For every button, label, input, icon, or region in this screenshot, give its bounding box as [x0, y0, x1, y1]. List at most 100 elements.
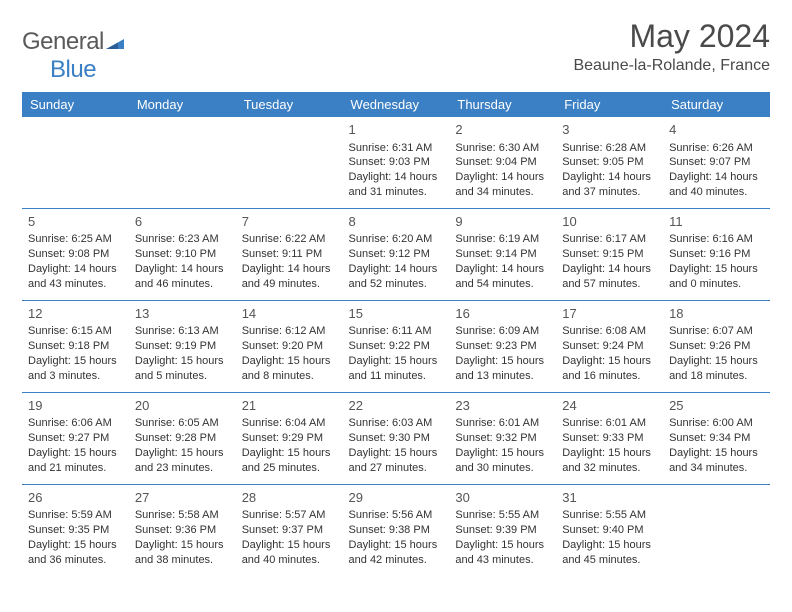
daylight-text: Daylight: 14 hours and 40 minutes.	[669, 170, 764, 200]
calendar-day-cell	[22, 117, 129, 208]
daylight-text: Daylight: 14 hours and 54 minutes.	[455, 262, 550, 292]
calendar-day-cell: 11Sunrise: 6:16 AMSunset: 9:16 PMDayligh…	[663, 208, 770, 300]
sunset-text: Sunset: 9:39 PM	[455, 523, 550, 538]
sunrise-text: Sunrise: 5:58 AM	[135, 508, 230, 523]
daylight-text: Daylight: 15 hours and 13 minutes.	[455, 354, 550, 384]
sunset-text: Sunset: 9:12 PM	[349, 247, 444, 262]
day-number: 9	[455, 213, 550, 231]
calendar-day-cell: 14Sunrise: 6:12 AMSunset: 9:20 PMDayligh…	[236, 300, 343, 392]
day-number: 14	[242, 305, 337, 323]
day-number: 16	[455, 305, 550, 323]
dayname-header: Friday	[556, 92, 663, 117]
calendar-week-row: 26Sunrise: 5:59 AMSunset: 9:35 PMDayligh…	[22, 484, 770, 575]
sunset-text: Sunset: 9:14 PM	[455, 247, 550, 262]
calendar-day-cell	[129, 117, 236, 208]
day-number: 4	[669, 121, 764, 139]
sunset-text: Sunset: 9:16 PM	[669, 247, 764, 262]
calendar-day-cell: 26Sunrise: 5:59 AMSunset: 9:35 PMDayligh…	[22, 484, 129, 575]
calendar-day-cell: 30Sunrise: 5:55 AMSunset: 9:39 PMDayligh…	[449, 484, 556, 575]
daylight-text: Daylight: 15 hours and 21 minutes.	[28, 446, 123, 476]
day-number: 15	[349, 305, 444, 323]
daylight-text: Daylight: 15 hours and 27 minutes.	[349, 446, 444, 476]
calendar-day-cell: 3Sunrise: 6:28 AMSunset: 9:05 PMDaylight…	[556, 117, 663, 208]
daylight-text: Daylight: 14 hours and 52 minutes.	[349, 262, 444, 292]
calendar-day-cell: 5Sunrise: 6:25 AMSunset: 9:08 PMDaylight…	[22, 208, 129, 300]
day-number: 1	[349, 121, 444, 139]
daylight-text: Daylight: 15 hours and 45 minutes.	[562, 538, 657, 568]
day-number: 29	[349, 489, 444, 507]
sunset-text: Sunset: 9:08 PM	[28, 247, 123, 262]
location-label: Beaune-la-Rolande, France	[573, 57, 770, 75]
sunset-text: Sunset: 9:40 PM	[562, 523, 657, 538]
sunrise-text: Sunrise: 6:11 AM	[349, 324, 444, 339]
sunset-text: Sunset: 9:24 PM	[562, 339, 657, 354]
daylight-text: Daylight: 15 hours and 30 minutes.	[455, 446, 550, 476]
daylight-text: Daylight: 15 hours and 42 minutes.	[349, 538, 444, 568]
dayname-header: Wednesday	[343, 92, 450, 117]
day-number: 18	[669, 305, 764, 323]
dayname-header: Saturday	[663, 92, 770, 117]
daylight-text: Daylight: 15 hours and 34 minutes.	[669, 446, 764, 476]
sunset-text: Sunset: 9:26 PM	[669, 339, 764, 354]
calendar-day-cell: 21Sunrise: 6:04 AMSunset: 9:29 PMDayligh…	[236, 392, 343, 484]
calendar-day-cell: 12Sunrise: 6:15 AMSunset: 9:18 PMDayligh…	[22, 300, 129, 392]
day-number: 20	[135, 397, 230, 415]
sunrise-text: Sunrise: 6:04 AM	[242, 416, 337, 431]
sunset-text: Sunset: 9:18 PM	[28, 339, 123, 354]
daylight-text: Daylight: 14 hours and 49 minutes.	[242, 262, 337, 292]
calendar-week-row: 12Sunrise: 6:15 AMSunset: 9:18 PMDayligh…	[22, 300, 770, 392]
sunset-text: Sunset: 9:11 PM	[242, 247, 337, 262]
sunrise-text: Sunrise: 6:01 AM	[455, 416, 550, 431]
day-number: 30	[455, 489, 550, 507]
daylight-text: Daylight: 15 hours and 36 minutes.	[28, 538, 123, 568]
calendar-day-cell: 7Sunrise: 6:22 AMSunset: 9:11 PMDaylight…	[236, 208, 343, 300]
sunset-text: Sunset: 9:30 PM	[349, 431, 444, 446]
calendar-day-cell: 29Sunrise: 5:56 AMSunset: 9:38 PMDayligh…	[343, 484, 450, 575]
calendar-day-cell: 10Sunrise: 6:17 AMSunset: 9:15 PMDayligh…	[556, 208, 663, 300]
calendar-day-cell: 13Sunrise: 6:13 AMSunset: 9:19 PMDayligh…	[129, 300, 236, 392]
dayname-header: Thursday	[449, 92, 556, 117]
sunset-text: Sunset: 9:04 PM	[455, 155, 550, 170]
calendar-day-cell	[663, 484, 770, 575]
sunset-text: Sunset: 9:22 PM	[349, 339, 444, 354]
daylight-text: Daylight: 14 hours and 46 minutes.	[135, 262, 230, 292]
sunrise-text: Sunrise: 6:00 AM	[669, 416, 764, 431]
daylight-text: Daylight: 14 hours and 34 minutes.	[455, 170, 550, 200]
dayname-header: Monday	[129, 92, 236, 117]
calendar-table: Sunday Monday Tuesday Wednesday Thursday…	[22, 92, 770, 576]
calendar-page: GeneralBlue May 2024 Beaune-la-Rolande, …	[0, 0, 792, 594]
sunset-text: Sunset: 9:36 PM	[135, 523, 230, 538]
daylight-text: Daylight: 14 hours and 43 minutes.	[28, 262, 123, 292]
day-number: 12	[28, 305, 123, 323]
daylight-text: Daylight: 14 hours and 31 minutes.	[349, 170, 444, 200]
sunrise-text: Sunrise: 6:12 AM	[242, 324, 337, 339]
calendar-day-cell: 15Sunrise: 6:11 AMSunset: 9:22 PMDayligh…	[343, 300, 450, 392]
calendar-day-cell: 23Sunrise: 6:01 AMSunset: 9:32 PMDayligh…	[449, 392, 556, 484]
calendar-day-cell: 9Sunrise: 6:19 AMSunset: 9:14 PMDaylight…	[449, 208, 556, 300]
daylight-text: Daylight: 15 hours and 18 minutes.	[669, 354, 764, 384]
sunrise-text: Sunrise: 6:09 AM	[455, 324, 550, 339]
sunrise-text: Sunrise: 6:13 AM	[135, 324, 230, 339]
daylight-text: Daylight: 14 hours and 57 minutes.	[562, 262, 657, 292]
sunset-text: Sunset: 9:35 PM	[28, 523, 123, 538]
daylight-text: Daylight: 14 hours and 37 minutes.	[562, 170, 657, 200]
day-number: 3	[562, 121, 657, 139]
title-block: May 2024 Beaune-la-Rolande, France	[573, 18, 770, 75]
sunset-text: Sunset: 9:28 PM	[135, 431, 230, 446]
day-number: 21	[242, 397, 337, 415]
calendar-day-cell: 25Sunrise: 6:00 AMSunset: 9:34 PMDayligh…	[663, 392, 770, 484]
sunset-text: Sunset: 9:32 PM	[455, 431, 550, 446]
sunrise-text: Sunrise: 6:25 AM	[28, 232, 123, 247]
daylight-text: Daylight: 15 hours and 38 minutes.	[135, 538, 230, 568]
calendar-day-cell: 6Sunrise: 6:23 AMSunset: 9:10 PMDaylight…	[129, 208, 236, 300]
sunrise-text: Sunrise: 6:19 AM	[455, 232, 550, 247]
calendar-day-cell: 28Sunrise: 5:57 AMSunset: 9:37 PMDayligh…	[236, 484, 343, 575]
sunset-text: Sunset: 9:37 PM	[242, 523, 337, 538]
day-number: 13	[135, 305, 230, 323]
day-number: 28	[242, 489, 337, 507]
daylight-text: Daylight: 15 hours and 43 minutes.	[455, 538, 550, 568]
day-number: 17	[562, 305, 657, 323]
daylight-text: Daylight: 15 hours and 5 minutes.	[135, 354, 230, 384]
sunrise-text: Sunrise: 6:03 AM	[349, 416, 444, 431]
calendar-head: Sunday Monday Tuesday Wednesday Thursday…	[22, 92, 770, 117]
